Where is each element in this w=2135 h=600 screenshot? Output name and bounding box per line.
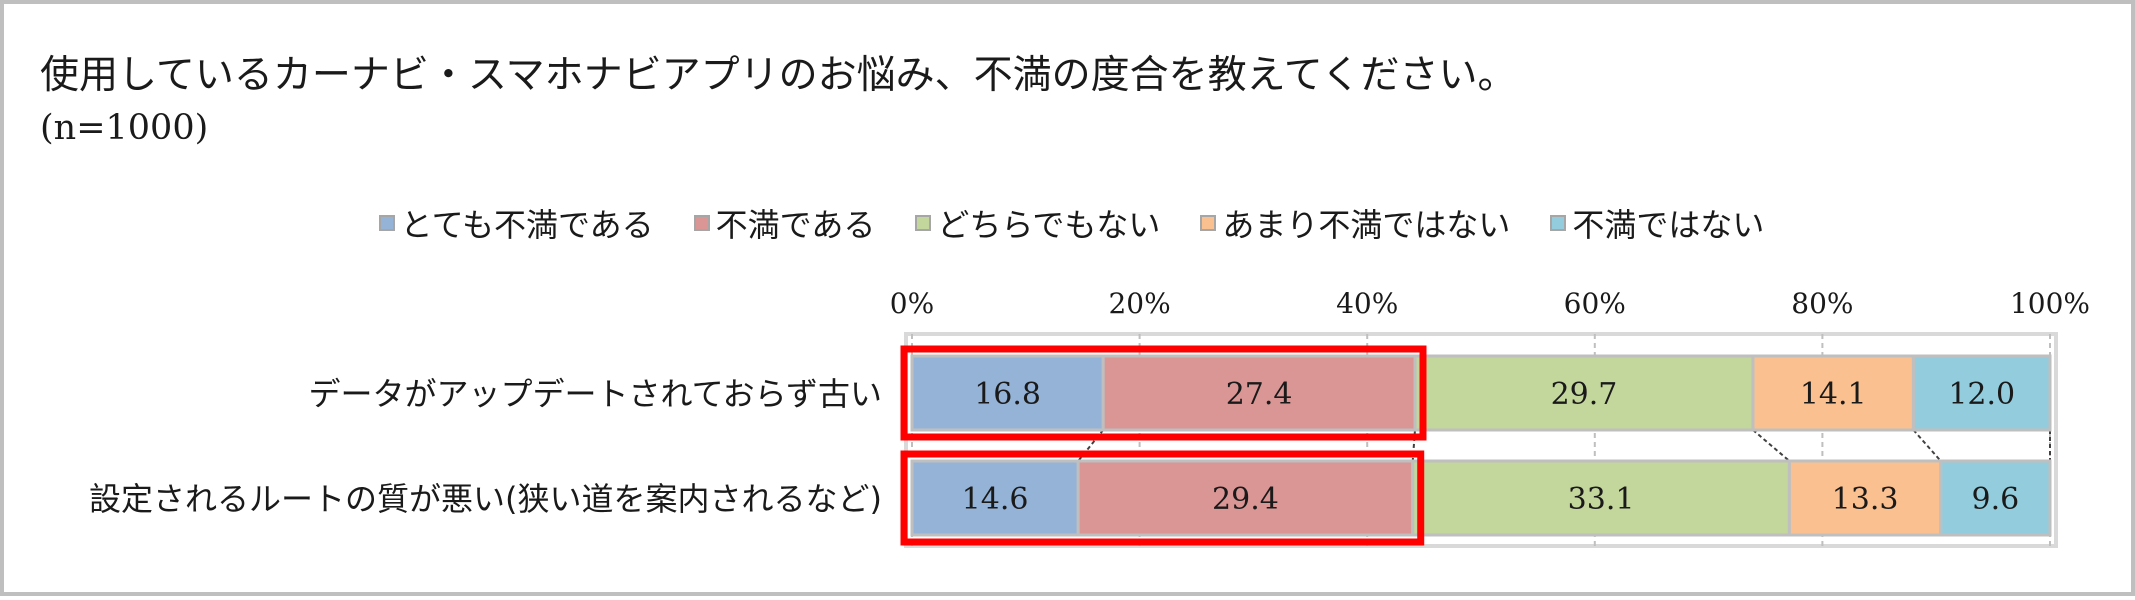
legend-swatch xyxy=(1200,215,1217,231)
series-connector-line xyxy=(1752,429,1791,462)
highlight-box xyxy=(900,345,1427,441)
highlight-box xyxy=(900,450,1425,546)
chart-subtitle: (n=1000) xyxy=(40,108,209,148)
x-tick-label: 100% xyxy=(2010,287,2090,320)
legend-swatch xyxy=(693,215,710,231)
data-label: 29.7 xyxy=(1551,377,1618,412)
legend-item: 不満ではない xyxy=(1550,200,1764,246)
x-tick-label: 60% xyxy=(1564,287,1626,320)
bar-segment xyxy=(1413,354,1755,432)
chart-legend: とても不満である 不満である どちらでもない あまり不満ではない 不満ではない xyxy=(4,200,2135,246)
data-label: 14.1 xyxy=(1800,377,1867,412)
x-tick-label: 20% xyxy=(1108,287,1170,320)
legend-label: 不満ではない xyxy=(1572,206,1765,244)
legend-label: あまり不満ではない xyxy=(1222,206,1511,244)
legend-label: どちらでもない xyxy=(937,206,1161,244)
legend-item: とても不満である xyxy=(378,200,654,246)
legend-swatch xyxy=(378,215,395,231)
chart-plot: 0% 20% 40% 60% 80% 100% 16.8 27.4 29.7 14.1 12.0 デー… xyxy=(89,287,2090,548)
legend-item: あまり不満ではない xyxy=(1200,200,1510,246)
x-tick-label: 40% xyxy=(1336,287,1398,320)
data-label: 12.0 xyxy=(1948,377,2015,412)
bar-segment xyxy=(910,354,1105,432)
x-tick-label: 80% xyxy=(1791,287,1853,320)
data-label: 27.4 xyxy=(1226,377,1293,412)
bar-segment xyxy=(1411,459,1791,537)
series-connector-line xyxy=(1912,429,1942,462)
data-label: 9.6 xyxy=(1972,482,2020,517)
data-label: 14.6 xyxy=(962,482,1029,517)
data-label: 16.8 xyxy=(974,377,1041,412)
category-label: 設定されるルートの質が悪い(狭い道を案内されるなど) xyxy=(89,480,882,518)
bar-segment xyxy=(1911,354,2052,432)
bar-segment xyxy=(1787,459,1943,537)
legend-item: どちらでもない xyxy=(915,200,1160,246)
legend-swatch xyxy=(1550,215,1567,231)
legend-swatch xyxy=(915,215,932,231)
legend-label: 不満である xyxy=(715,206,876,244)
legend-item: 不満である xyxy=(693,200,876,246)
legend-label: とても不満である xyxy=(400,206,654,244)
bar-segment xyxy=(1939,459,2052,537)
bar-segment xyxy=(1751,354,1915,432)
data-label: 29.4 xyxy=(1212,482,1279,517)
x-tick-label: 0% xyxy=(890,287,934,320)
series-connector-line xyxy=(1411,429,1416,462)
chart-title: 使用しているカーナビ・スマホナビアプリのお悩み、不満の度合を教えてください。 xyxy=(40,53,1517,98)
bar-segment xyxy=(1076,459,1415,537)
data-label: 33.1 xyxy=(1568,482,1635,517)
category-label: データがアップデートされておらず古い xyxy=(309,375,882,413)
data-label: 13.3 xyxy=(1832,482,1899,517)
